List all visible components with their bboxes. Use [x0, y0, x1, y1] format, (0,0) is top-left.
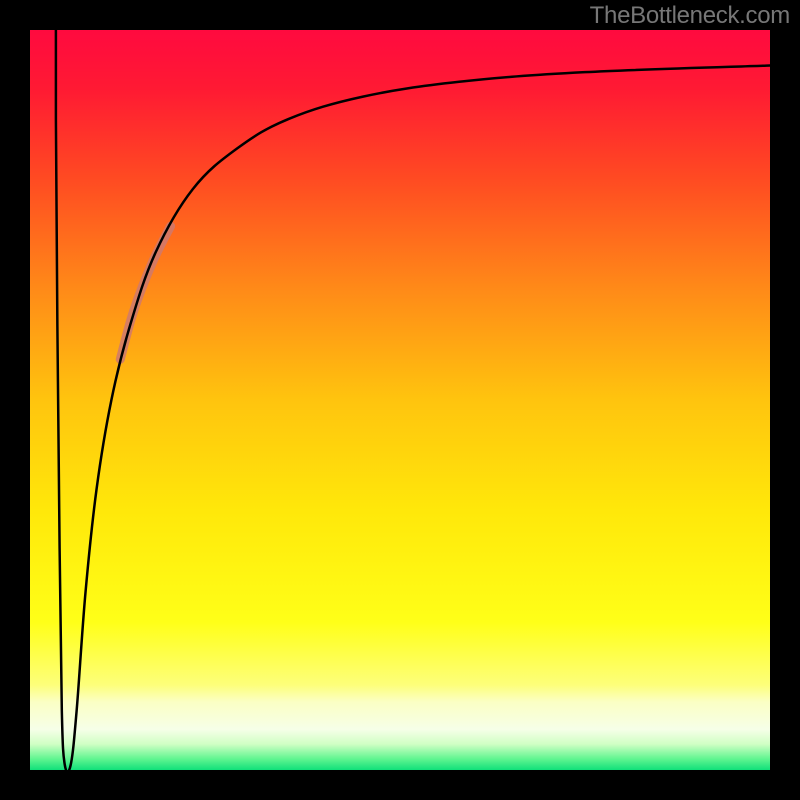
plot-background-gradient: [30, 30, 770, 770]
bottleneck-curve-chart: [0, 0, 800, 800]
chart-container: TheBottleneck.com: [0, 0, 800, 800]
attribution-text: TheBottleneck.com: [590, 2, 790, 30]
